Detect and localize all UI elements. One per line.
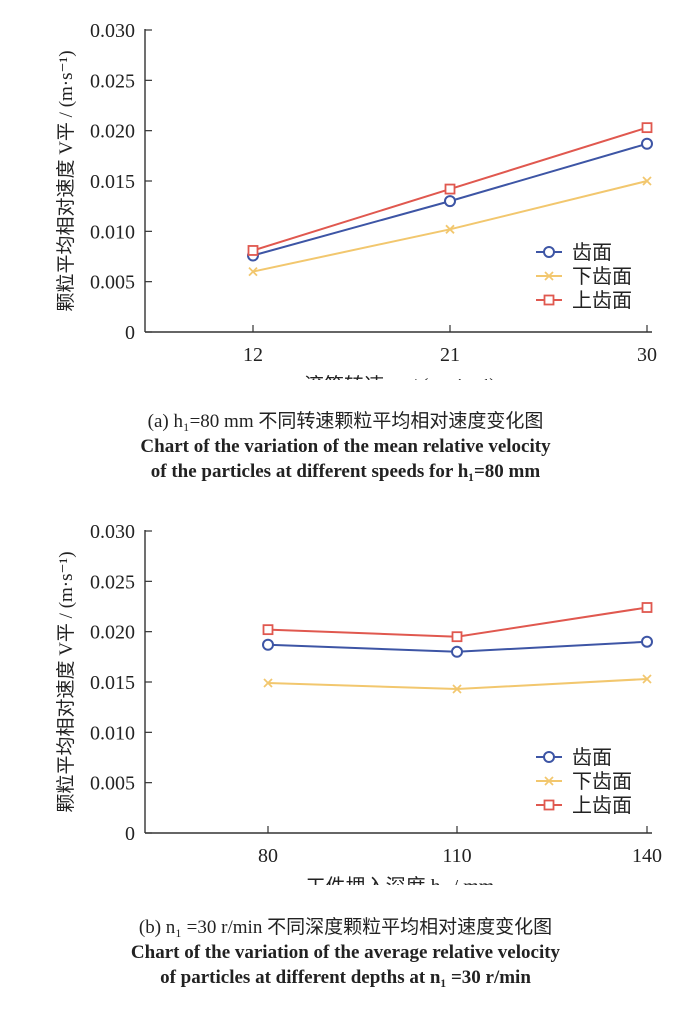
y-tick-label: 0.020 xyxy=(90,622,135,644)
data-point xyxy=(444,195,456,208)
data-point xyxy=(451,631,463,643)
data-point xyxy=(263,678,273,688)
x-axis-label: 工件埋入深度 h₁ / mm xyxy=(306,875,495,885)
x-tick-label: 21 xyxy=(440,344,460,366)
y-tick-label: 0.015 xyxy=(90,171,135,193)
x-tick-label: 80 xyxy=(258,845,278,867)
caption-a-cn: (a) h₁=80 mm 不同转速颗粒平均相对速度变化图 xyxy=(147,411,544,432)
series-x xyxy=(263,674,652,694)
legend-item: 下齿面 xyxy=(536,770,632,793)
data-point xyxy=(642,674,652,684)
y-tick-label: 0.005 xyxy=(90,773,135,795)
x-tick-label: 140 xyxy=(632,845,662,867)
y-tick-label: 0.005 xyxy=(90,272,135,294)
y-tick-label: 0 xyxy=(125,322,135,344)
legend-label: 下齿面 xyxy=(572,770,632,793)
series-circle xyxy=(262,635,653,658)
legend-item: 齿面 xyxy=(536,746,612,769)
caption-a: (a) h₁=80 mm 不同转速颗粒平均相对速度变化图 Chart of th… xyxy=(0,409,691,484)
series-square xyxy=(262,602,653,643)
legend-marker xyxy=(544,776,554,786)
data-point xyxy=(444,183,456,195)
chart-b: 0 0.005 0.010 0.015 0.020 0.025 0.030 80 110 140 工… xyxy=(55,521,662,885)
data-point xyxy=(445,224,455,234)
caption-a-en-line2: of the particles at different speeds for… xyxy=(150,461,541,482)
caption-b: (b) n₁ =30 r/min 不同深度颗粒平均相对速度变化图 Chart o… xyxy=(0,915,691,990)
legend-marker xyxy=(543,294,555,306)
data-point xyxy=(641,635,653,648)
legend-label: 齿面 xyxy=(572,746,612,769)
data-point xyxy=(641,122,653,134)
series-square xyxy=(247,122,653,256)
data-point xyxy=(262,638,274,651)
legend-item: 上齿面 xyxy=(536,289,632,312)
y-tick-label: 0.010 xyxy=(90,221,135,243)
y-axis-label: 颗粒平均相对速度 V平 / (m·s⁻¹) xyxy=(55,50,77,311)
legend-label: 上齿面 xyxy=(572,289,632,312)
caption-b-cn: (b) n₁ =30 r/min 不同深度颗粒平均相对速度变化图 xyxy=(138,917,553,938)
legend-item: 下齿面 xyxy=(536,265,632,288)
y-tick-label: 0.010 xyxy=(90,722,135,744)
legend-label: 上齿面 xyxy=(572,794,632,817)
data-point xyxy=(247,245,259,256)
caption-b-en-line2: of particles at different depths at n₁ =… xyxy=(160,967,531,988)
legend-marker xyxy=(543,751,555,763)
y-axis-label: 颗粒平均相对速度 V平 / (m·s⁻¹) xyxy=(55,551,77,812)
data-point xyxy=(262,624,274,636)
data-point xyxy=(642,176,652,186)
data-point xyxy=(452,684,462,694)
y-tick-label: 0.030 xyxy=(90,521,135,543)
y-tick-label: 0.025 xyxy=(90,70,135,92)
x-tick-label: 110 xyxy=(442,845,471,867)
legend-marker xyxy=(543,799,555,811)
x-tick-label: 12 xyxy=(243,344,263,366)
x-axis-label: 滚筒转速 n₁ / (r·min⁻¹) xyxy=(304,374,496,380)
data-point xyxy=(248,266,258,277)
caption-a-en-line1: Chart of the variation of the mean relat… xyxy=(140,436,551,457)
legend-marker xyxy=(543,246,555,258)
y-tick-label: 0.025 xyxy=(90,571,135,593)
data-point xyxy=(641,602,653,613)
legend-label: 齿面 xyxy=(572,241,612,264)
y-tick-label: 0.015 xyxy=(90,672,135,694)
data-point xyxy=(641,137,653,150)
y-tick-label: 0.030 xyxy=(90,20,135,42)
y-tick-label: 0 xyxy=(125,823,135,845)
x-tick-label: 30 xyxy=(637,344,657,366)
caption-b-en-line1: Chart of the variation of the average re… xyxy=(130,942,561,963)
legend-marker xyxy=(544,271,554,281)
legend-item: 上齿面 xyxy=(536,794,632,817)
data-point xyxy=(451,645,463,658)
chart-a: 0 0.005 0.010 0.015 0.020 0.025 0.030 12 21 30 滚筒转… xyxy=(55,20,657,380)
series-x xyxy=(248,176,652,277)
legend-item: 齿面 xyxy=(536,241,612,264)
legend-label: 下齿面 xyxy=(572,265,632,288)
y-tick-label: 0.020 xyxy=(90,121,135,143)
